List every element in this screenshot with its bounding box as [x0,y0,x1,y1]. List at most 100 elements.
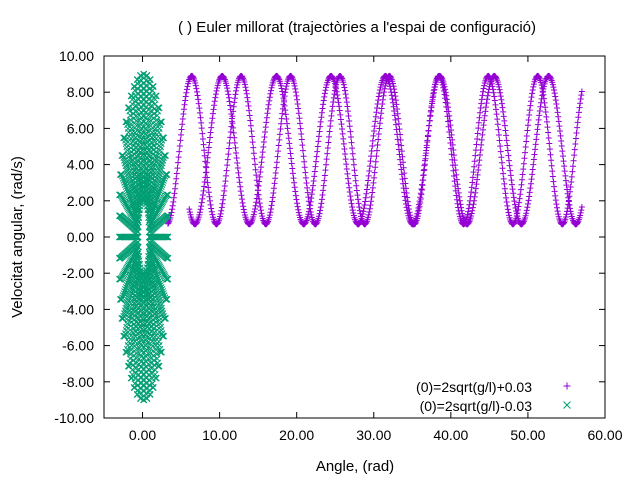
series-1-point [570,157,577,164]
series-2-point [120,134,127,142]
series-2-point [164,275,172,283]
series-1-point [532,141,539,148]
series-1-point [538,79,545,86]
series-1-point [509,186,516,193]
series-1-point [395,141,402,148]
series-2-point [157,281,164,289]
series-1-point [210,106,217,113]
series-1-point [457,201,464,208]
series-2-point [155,277,163,285]
series-1-point [529,90,536,97]
series-1-point [577,212,584,219]
series-1-point [263,114,270,121]
series-1-point [398,148,405,155]
series-1-point [516,195,523,202]
series-1-point [197,114,204,121]
series-1-point [236,179,243,186]
series-1-point [455,189,462,196]
series-1-point [276,136,283,143]
series-2-point [143,72,151,79]
series-1-point [540,95,547,102]
legend-marker-series-1 [563,382,571,390]
series-1-point [323,156,330,163]
series-1-point [479,88,486,95]
series-1-point [365,214,372,221]
series-1-point [552,192,559,199]
series-1-point [274,153,281,160]
series-1-point [201,147,208,154]
series-1-point [472,189,479,196]
series-1-point [375,130,382,137]
series-2-point [129,265,137,272]
series-1-point [257,169,264,176]
y-tick-label: 4.00 [67,157,94,173]
series-1-point [193,219,200,226]
series-1-point [559,148,566,155]
series-1-point [567,188,574,195]
series-1-point [222,178,229,185]
series-1-point [319,105,326,112]
series-1-point [256,200,263,207]
series-2-point [125,191,133,199]
x-tick-label: 0.00 [129,427,156,443]
series-1-point [288,155,295,162]
series-2-point [124,362,132,370]
series-1-point [283,83,290,90]
series-1-point [474,130,481,137]
series-2-point [135,350,143,357]
series-1-point [340,140,347,147]
series-1-point [567,205,574,212]
series-1-point [182,93,189,100]
series-1-point [169,206,176,213]
series-2-point [135,314,143,322]
series-1-point [441,83,448,90]
series-1-point [282,107,289,114]
series-1-point [424,137,431,144]
series-1-point [560,158,567,165]
series-1-point [548,157,555,164]
series-1-point [571,152,578,159]
series-1-point [370,132,377,139]
series-1-point [573,129,580,136]
series-1-point [376,86,383,93]
series-1-point [444,100,451,107]
series-1-point [311,173,318,180]
series-1-point [468,189,475,196]
series-1-point [524,127,531,134]
series-1-point [290,175,297,182]
series-1-point [252,205,259,212]
series-1-point [223,167,230,174]
series-1-point [519,176,526,183]
series-1-point [527,102,534,109]
series-1-point [226,139,233,146]
series-1-point [526,111,533,118]
series-1-point [347,128,354,135]
series-1-point [418,191,425,198]
series-1-point [523,132,530,139]
series-1-point [241,209,248,216]
series-2-point [162,171,170,179]
series-1-point [429,96,436,103]
series-1-point [258,159,265,166]
series-1-point [562,172,569,179]
series-1-point [230,103,237,110]
series-1-point [355,200,362,207]
series-1-point [250,144,257,151]
series-1-point [315,133,322,140]
series-1-point [551,188,558,195]
series-2-point [136,304,143,312]
series-2-point [133,390,141,398]
series-1-point [488,80,495,87]
series-1-point [257,203,264,210]
series-2-point [162,295,170,303]
series-1-point [285,135,292,142]
series-1-point [352,172,359,179]
series-1-point [405,206,412,213]
series-1-point [526,189,533,196]
series-2-point [155,104,163,112]
series-2-point [161,233,169,241]
series-1-point [482,108,489,115]
series-1-point [520,160,527,167]
series-1-point [474,176,481,183]
